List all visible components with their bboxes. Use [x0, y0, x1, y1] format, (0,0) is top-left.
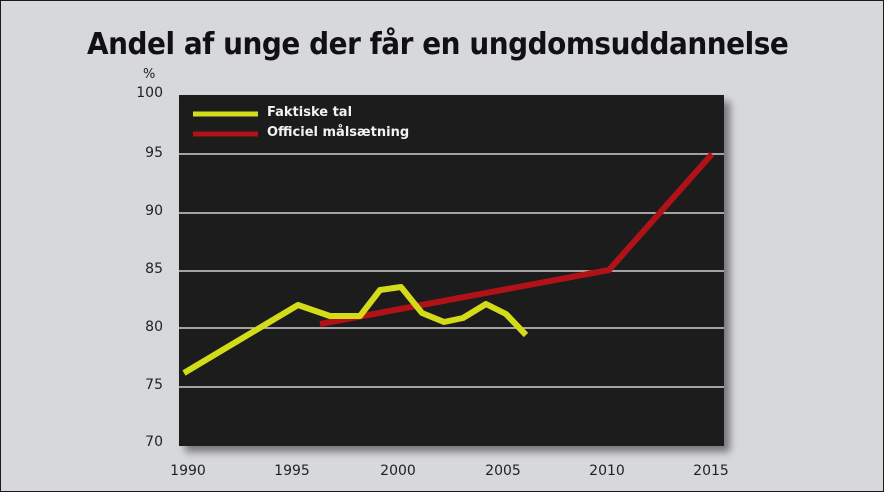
x-tick-2015: 2015: [693, 463, 729, 479]
y-tick-80: 80: [145, 319, 163, 335]
y-tick-70: 70: [145, 434, 163, 450]
gridlines: [179, 153, 724, 388]
y-tick-85: 85: [145, 261, 163, 277]
x-tick-2000: 2000: [380, 463, 416, 479]
y-tick-90: 90: [145, 203, 163, 219]
series-faktiske-tal: [182, 284, 529, 376]
x-tick-1995: 1995: [274, 463, 310, 479]
chart-title: Andel af unge der får en ungdomsuddannel…: [87, 27, 789, 62]
y-tick-75: 75: [145, 377, 163, 393]
x-tick-2005: 2005: [485, 463, 521, 479]
x-tick-2010: 2010: [589, 463, 625, 479]
x-tick-1990: 1990: [170, 463, 206, 479]
legend-label-actual: Faktiske tal: [267, 105, 353, 120]
legend-label-target: Officiel målsætning: [267, 125, 410, 140]
y-axis-unit: %: [143, 67, 156, 82]
y-tick-100: 100: [136, 85, 163, 101]
y-tick-95: 95: [145, 145, 163, 161]
